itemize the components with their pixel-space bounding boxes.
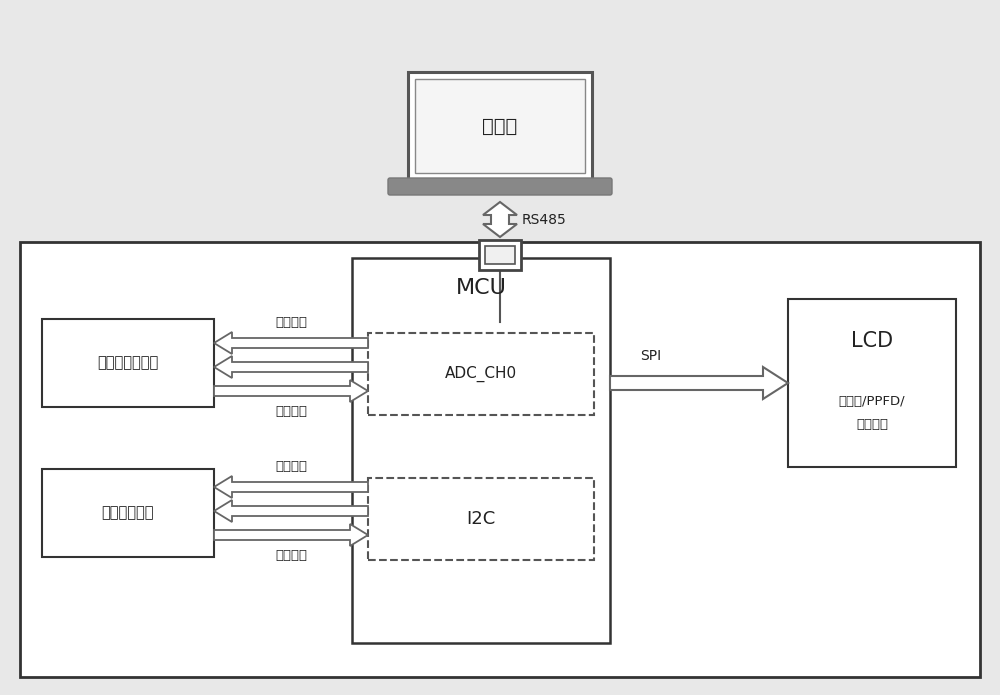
- FancyBboxPatch shape: [788, 299, 956, 467]
- Text: 驱动时序: 驱动时序: [275, 316, 307, 329]
- Polygon shape: [214, 332, 368, 354]
- FancyBboxPatch shape: [388, 178, 612, 195]
- Text: 光谱图）: 光谱图）: [856, 418, 888, 432]
- FancyBboxPatch shape: [42, 319, 214, 407]
- Text: 光照传感器模块: 光照传感器模块: [97, 356, 159, 370]
- Text: （距离/PPFD/: （距离/PPFD/: [839, 395, 905, 407]
- Polygon shape: [610, 367, 788, 399]
- FancyBboxPatch shape: [479, 240, 521, 270]
- FancyBboxPatch shape: [368, 478, 594, 560]
- Polygon shape: [214, 500, 368, 522]
- Polygon shape: [214, 356, 368, 378]
- FancyBboxPatch shape: [42, 469, 214, 557]
- Text: 上位机: 上位机: [482, 117, 518, 136]
- Text: 驱动时序: 驱动时序: [275, 460, 307, 473]
- FancyBboxPatch shape: [485, 246, 515, 264]
- Text: 数字输出: 数字输出: [275, 549, 307, 562]
- Text: I2C: I2C: [466, 510, 496, 528]
- Polygon shape: [483, 202, 517, 237]
- Polygon shape: [214, 476, 368, 498]
- Text: ADC_CH0: ADC_CH0: [445, 366, 517, 382]
- Polygon shape: [214, 524, 368, 546]
- Text: SPI: SPI: [640, 349, 661, 363]
- FancyBboxPatch shape: [352, 258, 610, 643]
- FancyBboxPatch shape: [20, 242, 980, 677]
- Text: MCU: MCU: [456, 278, 506, 298]
- Polygon shape: [214, 380, 368, 402]
- Text: 模拟输出: 模拟输出: [275, 405, 307, 418]
- Text: RS485: RS485: [522, 213, 567, 227]
- FancyBboxPatch shape: [415, 79, 585, 173]
- Text: 雷达测距模块: 雷达测距模块: [102, 505, 154, 521]
- FancyBboxPatch shape: [408, 72, 592, 180]
- FancyBboxPatch shape: [368, 333, 594, 415]
- Text: LCD: LCD: [851, 331, 893, 351]
